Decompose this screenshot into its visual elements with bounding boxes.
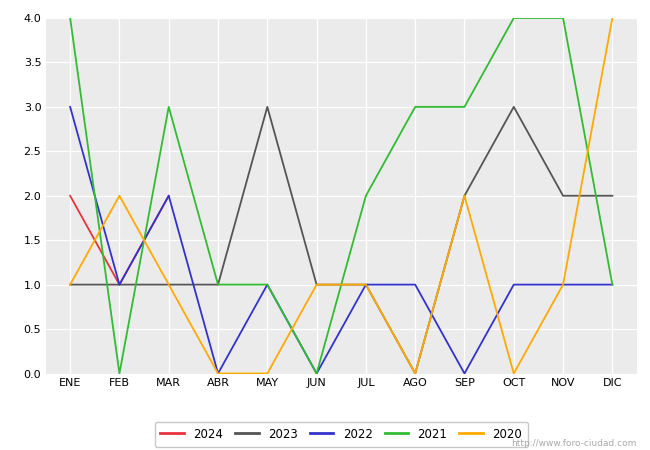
2021 bbox=[165, 104, 173, 109]
2021 bbox=[461, 104, 469, 109]
Legend: 2024, 2023, 2022, 2021, 2020: 2024, 2023, 2022, 2021, 2020 bbox=[155, 422, 528, 447]
2023 bbox=[165, 282, 173, 288]
2021 bbox=[411, 104, 419, 109]
2023 bbox=[559, 193, 567, 198]
Line: 2020: 2020 bbox=[70, 18, 612, 373]
2023 bbox=[608, 193, 616, 198]
2022 bbox=[116, 282, 124, 288]
2024 bbox=[66, 193, 74, 198]
2021 bbox=[214, 282, 222, 288]
2020 bbox=[461, 193, 469, 198]
2020 bbox=[411, 371, 419, 376]
2023 bbox=[313, 282, 320, 288]
2022 bbox=[263, 282, 271, 288]
2023 bbox=[116, 282, 124, 288]
2020 bbox=[214, 371, 222, 376]
2023 bbox=[263, 104, 271, 109]
2021 bbox=[313, 371, 320, 376]
Text: http://www.foro-ciudad.com: http://www.foro-ciudad.com bbox=[512, 439, 637, 448]
2022 bbox=[165, 193, 173, 198]
2020 bbox=[559, 282, 567, 288]
2022 bbox=[608, 282, 616, 288]
2023 bbox=[214, 282, 222, 288]
2023 bbox=[66, 282, 74, 288]
2022 bbox=[313, 371, 320, 376]
2022 bbox=[559, 282, 567, 288]
Line: 2022: 2022 bbox=[70, 107, 612, 373]
2024 bbox=[116, 282, 124, 288]
2020 bbox=[362, 282, 370, 288]
2021 bbox=[263, 282, 271, 288]
2021 bbox=[510, 15, 517, 21]
Line: 2024: 2024 bbox=[70, 196, 169, 285]
2023 bbox=[362, 282, 370, 288]
2021 bbox=[362, 193, 370, 198]
2022 bbox=[214, 371, 222, 376]
2022 bbox=[510, 282, 517, 288]
2020 bbox=[165, 282, 173, 288]
2020 bbox=[313, 282, 320, 288]
2022 bbox=[66, 104, 74, 109]
2023 bbox=[461, 193, 469, 198]
2021 bbox=[116, 371, 124, 376]
Line: 2023: 2023 bbox=[70, 107, 612, 373]
2020 bbox=[263, 371, 271, 376]
Line: 2021: 2021 bbox=[70, 18, 612, 373]
2022 bbox=[411, 282, 419, 288]
2022 bbox=[461, 371, 469, 376]
2022 bbox=[362, 282, 370, 288]
2021 bbox=[66, 15, 74, 21]
2021 bbox=[559, 15, 567, 21]
2020 bbox=[66, 282, 74, 288]
Text: Matriculaciones de Vehiculos en San Morales: Matriculaciones de Vehiculos en San Mora… bbox=[161, 9, 489, 24]
2020 bbox=[608, 15, 616, 21]
2024 bbox=[165, 193, 173, 198]
2020 bbox=[116, 193, 124, 198]
2020 bbox=[510, 371, 517, 376]
2023 bbox=[510, 104, 517, 109]
2023 bbox=[411, 371, 419, 376]
2021 bbox=[608, 282, 616, 288]
